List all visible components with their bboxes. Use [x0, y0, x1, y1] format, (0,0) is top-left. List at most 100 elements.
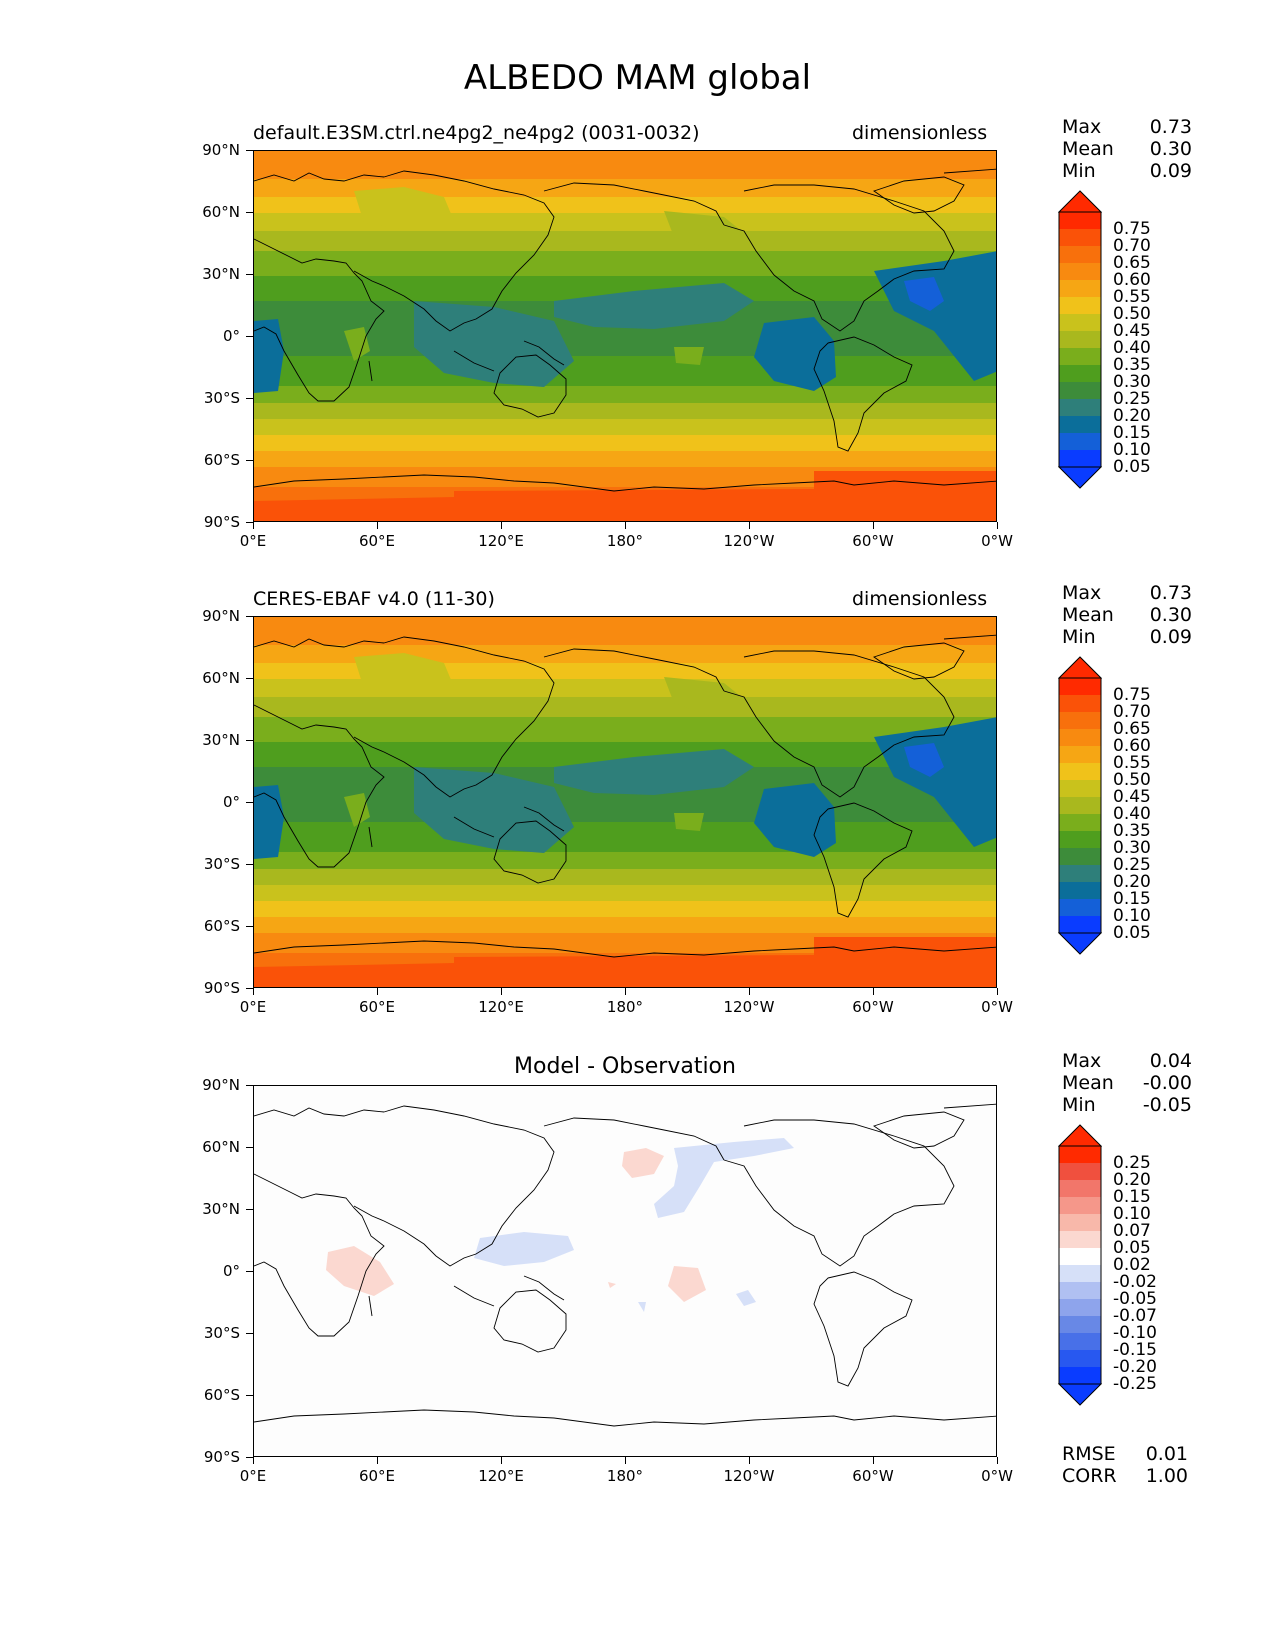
colorbar-segment	[1059, 433, 1101, 451]
map-difference	[253, 1085, 997, 1457]
albedo-contour	[814, 471, 996, 521]
coastline	[493, 354, 567, 418]
albedo-band	[254, 852, 996, 870]
y-tick-label: 0°	[222, 1262, 240, 1280]
colorbar-segment	[1059, 348, 1101, 366]
coastline	[543, 182, 725, 226]
map-observation	[253, 616, 997, 988]
coastline	[813, 336, 913, 452]
x-tick-mark	[377, 1457, 378, 1464]
y-tick-label: 30°S	[203, 389, 240, 407]
colorbar-extend-max	[1057, 656, 1103, 679]
y-tick-label: 30°S	[203, 1324, 240, 1342]
albedo-band	[254, 869, 996, 886]
albedo-contour	[254, 497, 454, 521]
diff-contour	[326, 1246, 394, 1296]
stat-label: Mean	[1062, 138, 1114, 160]
albedo-contour	[254, 319, 284, 393]
colorbar-segment	[1059, 331, 1101, 349]
albedo-contour	[414, 767, 574, 853]
albedo-contour	[664, 677, 754, 717]
colorbar-segment	[1059, 399, 1101, 417]
albedo-band	[254, 451, 996, 468]
colorbar-extend-min	[1057, 466, 1103, 489]
colorbar-segment	[1059, 831, 1101, 849]
colorbar-label: 0.25	[1113, 855, 1151, 875]
coastline	[493, 1289, 567, 1353]
albedo-contour	[664, 211, 754, 251]
stat-label: Mean	[1062, 604, 1114, 626]
albedo-band	[254, 933, 996, 954]
metric-label: CORR	[1062, 1465, 1117, 1487]
colorbar-segment	[1059, 263, 1101, 281]
coastline	[943, 1103, 996, 1109]
albedo-contour	[344, 793, 370, 827]
stat-value: -0.05	[1142, 1094, 1192, 1116]
colorbar-segment	[1059, 746, 1101, 764]
colorbar-label: 0.25	[1113, 1153, 1151, 1173]
y-tick-label: 90°S	[203, 979, 240, 997]
albedo-contour	[904, 277, 944, 311]
x-tick-label: 120°E	[478, 998, 524, 1016]
x-tick-mark	[873, 988, 874, 995]
colorbar-label: -0.15	[1113, 1340, 1157, 1360]
y-tick-mark	[246, 212, 253, 213]
x-tick-mark	[501, 522, 502, 529]
colorbar-segment	[1059, 1333, 1101, 1351]
y-tick-mark	[246, 616, 253, 617]
y-tick-mark	[246, 678, 253, 679]
y-tick-label: 60°S	[203, 917, 240, 935]
colorbar-label: 0.55	[1113, 753, 1151, 773]
x-tick-mark	[253, 988, 254, 995]
x-tick-mark	[997, 522, 998, 529]
colorbar-label: -0.05	[1113, 1289, 1157, 1309]
stat-label: Max	[1062, 1050, 1102, 1072]
coastline	[943, 634, 996, 640]
colorbar-segment	[1059, 814, 1101, 832]
colorbar-label: 0.35	[1113, 355, 1151, 375]
stat-value: 0.73	[1149, 582, 1192, 604]
colorbar-extend-max	[1057, 1124, 1103, 1147]
coastline	[493, 820, 567, 884]
colorbar-segment	[1059, 1316, 1101, 1334]
panel-observation: CERES-EBAF v4.0 (11-30) dimensionless Ma…	[0, 0, 1275, 988]
metric-label: RMSE	[1062, 1443, 1116, 1465]
x-tick-label: 180°	[606, 1467, 644, 1485]
albedo-contour	[354, 653, 454, 697]
colorbar-segment	[1059, 678, 1101, 696]
colorbar-segment	[1059, 848, 1101, 866]
diff-contour	[654, 1138, 794, 1218]
colorbar-label: -0.25	[1113, 1374, 1157, 1394]
albedo-band	[254, 697, 996, 718]
albedo-contour	[874, 717, 996, 847]
x-tick-mark	[997, 988, 998, 995]
colorbar-segment	[1059, 1265, 1101, 1283]
stat-value: -0.00	[1142, 1072, 1192, 1094]
albedo-contour	[454, 955, 814, 987]
x-tick-mark	[501, 988, 502, 995]
colorbar-segment	[1059, 314, 1101, 332]
colorbar-segment	[1059, 382, 1101, 400]
coastline	[543, 1117, 725, 1161]
x-tick-mark	[625, 522, 626, 529]
colorbar-segment	[1059, 882, 1101, 900]
coastline	[453, 1285, 495, 1307]
colorbar-segment	[1059, 695, 1101, 713]
colorbar-label: -0.10	[1113, 1323, 1157, 1343]
colorbar	[1057, 656, 1103, 961]
colorbar-label: 0.40	[1113, 338, 1151, 358]
figure-title: ALBEDO MAM global	[463, 58, 812, 98]
y-tick-mark	[246, 1271, 253, 1272]
y-tick-label: 90°S	[203, 1448, 240, 1466]
stats-block: Max 0.73 Mean 0.30 Min 0.09	[1062, 116, 1192, 182]
coastline	[523, 1275, 565, 1301]
albedo-band	[254, 617, 996, 646]
coastline	[873, 642, 965, 680]
x-tick-label: 0°E	[239, 532, 267, 550]
colorbar-segment	[1059, 297, 1101, 315]
y-tick-label: 60°S	[203, 1386, 240, 1404]
x-tick-mark	[997, 1457, 998, 1464]
colorbar-label: 0.05	[1113, 923, 1151, 943]
colorbar-segment	[1059, 1231, 1101, 1249]
y-tick-mark	[246, 988, 253, 989]
